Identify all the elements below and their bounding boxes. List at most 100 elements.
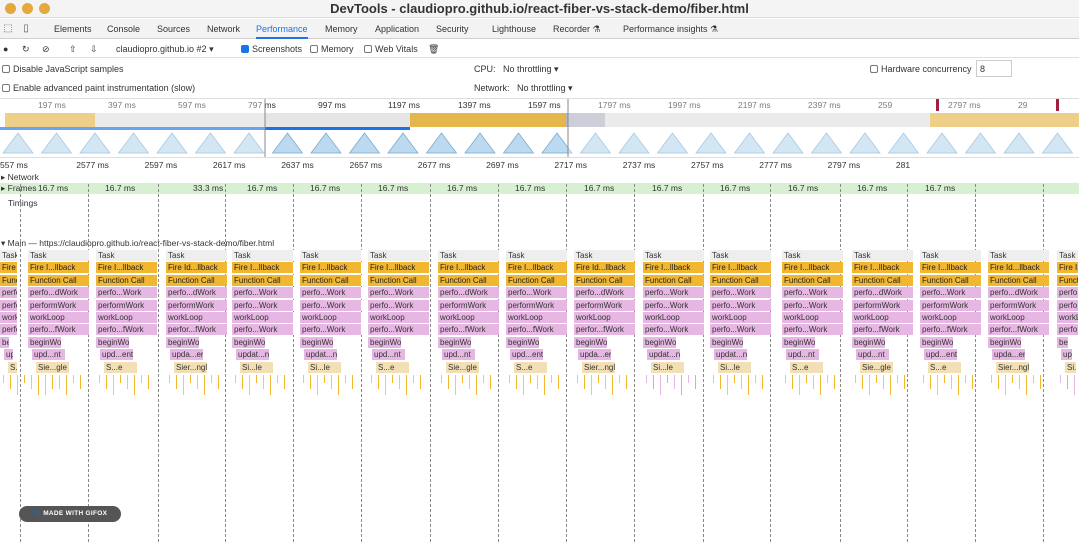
hardware-concurrency-option[interactable]: Hardware concurrency (870, 61, 972, 77)
flame-entry[interactable]: perfo...dWork (166, 287, 228, 299)
flame-entry[interactable]: upd...nt (442, 349, 477, 361)
flame-entry[interactable]: beginWork (368, 336, 403, 348)
flame-entry[interactable]: beginWork (438, 336, 473, 348)
flame-entry[interactable]: Function Call (0, 274, 18, 286)
flame-entry[interactable]: workLoop (1057, 312, 1079, 323)
flame-entry[interactable]: S...e (376, 361, 411, 373)
flame-entry[interactable]: perfo...Work (368, 324, 430, 336)
frame-duration[interactable]: 16.7 ms (247, 183, 278, 193)
screenshot-thumbnail[interactable] (387, 132, 419, 154)
flame-entry[interactable]: beginWork (232, 336, 267, 348)
flame-entry[interactable]: perfo...fWork (96, 324, 158, 336)
flame-entry[interactable]: perfo...fWork (852, 324, 914, 336)
flame-entry[interactable]: Fire I...llback (920, 262, 982, 274)
flame-entry[interactable]: perfo...dWork (574, 287, 636, 299)
flame-entry[interactable]: perfo...Work (300, 287, 362, 299)
tab-memory[interactable]: Memory (325, 24, 358, 34)
flame-entry[interactable]: Function Call (920, 274, 982, 286)
tab-recorder[interactable]: Recorder ⚗ (553, 24, 601, 34)
screenshots-checkbox[interactable]: Screenshots (241, 42, 302, 56)
flame-entry[interactable]: Fire I...llback (28, 262, 90, 274)
flame-entry[interactable]: updat...nent (236, 349, 271, 361)
flame-entry[interactable]: workLoop (782, 312, 844, 323)
tab-elements[interactable]: Elements (54, 24, 92, 34)
flame-entry[interactable]: perfo...Work (782, 299, 844, 311)
clear-icon[interactable]: ⊘ (42, 44, 50, 54)
flame-entry[interactable]: upda...ent (992, 349, 1027, 361)
flame-entry[interactable]: performWork (920, 299, 982, 311)
garbage-collect-icon[interactable]: 🗑 (428, 44, 440, 54)
flame-entry[interactable]: Task (1057, 250, 1079, 261)
web-vitals-checkbox[interactable]: Web Vitals (364, 42, 418, 56)
flame-entry[interactable]: Function Call (28, 274, 90, 286)
screenshot-thumbnail[interactable] (695, 132, 727, 154)
screenshot-thumbnail[interactable] (618, 132, 650, 154)
flame-entry[interactable]: workLoop (643, 312, 705, 323)
flame-entry[interactable]: Fire I...llback (1057, 262, 1079, 274)
frame-duration[interactable]: 16.7 ms (788, 183, 819, 193)
flame-entry[interactable]: Task (28, 250, 90, 261)
flame-entry[interactable]: beginWork (574, 336, 609, 348)
flame-entry[interactable]: updat...nent (714, 349, 749, 361)
screenshot-thumbnail[interactable] (271, 132, 304, 154)
screenshot-thumbnail[interactable] (772, 132, 804, 154)
flame-entry[interactable]: Fire I...llback (368, 262, 430, 274)
flame-entry[interactable]: perfo...Work (368, 299, 430, 311)
flame-entry[interactable]: perfo...Work (710, 299, 772, 311)
flame-entry[interactable]: perfo...Work (1057, 299, 1079, 311)
tab-lighthouse[interactable]: Lighthouse (492, 24, 537, 34)
flame-entry[interactable]: beginWork (1057, 336, 1070, 348)
screenshot-thumbnail[interactable] (117, 132, 150, 154)
flame-entry[interactable]: Task (232, 250, 294, 261)
flame-entry[interactable]: Fire I...llback (0, 262, 18, 274)
flame-entry[interactable]: Function Call (574, 274, 636, 286)
flame-entry[interactable]: performWork (506, 299, 568, 311)
flame-entry[interactable]: Fire I...llback (438, 262, 500, 274)
screenshot-thumbnail[interactable] (464, 132, 496, 154)
flame-entry[interactable]: Function Call (852, 274, 914, 286)
flame-entry[interactable]: workLoop (988, 312, 1050, 323)
flame-entry[interactable]: perfo...Work (710, 287, 772, 299)
record-icon[interactable]: ● (3, 44, 9, 54)
flame-entry[interactable]: upda...ent (170, 349, 205, 361)
flame-entry[interactable]: Fire I...llback (782, 262, 844, 274)
flame-entry[interactable]: Task (852, 250, 914, 261)
flame-entry[interactable]: Sie...gle (446, 361, 481, 373)
screenshot-thumbnail[interactable] (2, 132, 34, 154)
screenshot-thumbnail[interactable] (502, 132, 535, 154)
main-thread-track[interactable]: ▾ Main — https://claudiopro.github.io/re… (1, 238, 275, 248)
flame-entry[interactable]: perfo...Work (300, 299, 362, 311)
flame-entry[interactable]: updat...nent (304, 349, 339, 361)
flame-entry[interactable]: Function Call (96, 274, 158, 286)
flame-entry[interactable]: perfor...fWork (166, 324, 228, 336)
flame-entry[interactable]: Sier...ngle (174, 361, 209, 373)
flame-entry[interactable]: perfo...Work (368, 287, 430, 299)
flame-entry[interactable]: workLoop (300, 312, 362, 323)
flame-entry[interactable]: perfo...dWork (28, 287, 90, 299)
screenshot-thumbnail[interactable] (425, 132, 458, 154)
screenshot-thumbnail[interactable] (964, 132, 997, 154)
flame-entry[interactable]: S...e (790, 361, 825, 373)
flame-entry[interactable]: Function Call (438, 274, 500, 286)
flame-entry[interactable]: Function Call (782, 274, 844, 286)
flame-entry[interactable]: performWork (166, 299, 228, 311)
screenshot-thumbnail[interactable] (810, 132, 843, 154)
flame-entry[interactable]: perfo...Work (0, 287, 18, 299)
flame-entry[interactable]: Function Call (643, 274, 705, 286)
flame-entry[interactable]: Function Call (232, 274, 294, 286)
flame-entry[interactable]: Task (920, 250, 982, 261)
flame-entry[interactable]: perfo...Work (710, 324, 772, 336)
upload-profile-icon[interactable]: ⇧ (69, 44, 77, 54)
frame-duration[interactable]: 16.7 ms (515, 183, 546, 193)
flame-entry[interactable]: beginWork (852, 336, 887, 348)
flame-entry[interactable]: workLoop (368, 312, 430, 323)
flame-entry[interactable]: perfo...Work (920, 287, 982, 299)
flame-entry[interactable]: perfo...Work (643, 287, 705, 299)
timings-track[interactable]: Timings (8, 198, 38, 208)
target-select[interactable]: claudiopro.github.io #2 ▾ (116, 44, 214, 54)
flame-entry[interactable]: Sier...ngle (996, 361, 1031, 373)
flame-entry[interactable]: perfo...Work (0, 324, 18, 336)
flame-entry[interactable]: Fire I...llback (643, 262, 705, 274)
timeline-overview[interactable]: 197 ms 397 ms 597 ms 797 ms 997 ms 1197 ms 139… (0, 98, 1079, 158)
flame-entry[interactable]: performWork (438, 299, 500, 311)
